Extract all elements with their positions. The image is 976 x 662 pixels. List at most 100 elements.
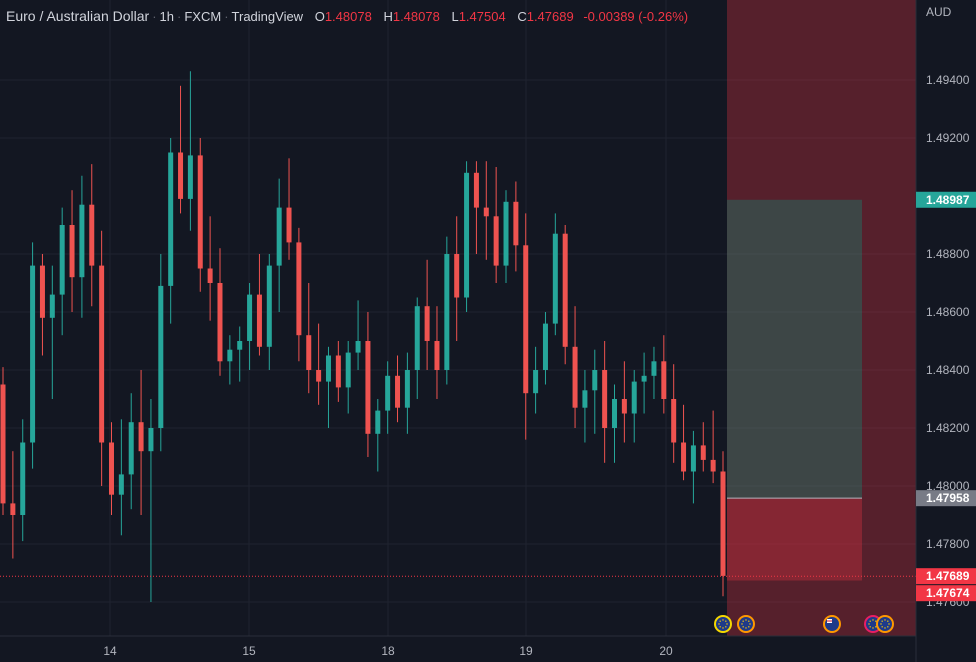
candle (513, 181, 519, 272)
time-tick-label: 15 (242, 644, 256, 658)
candle-body (483, 207, 489, 217)
candle (710, 410, 716, 484)
candle (345, 341, 351, 414)
candles (0, 71, 726, 602)
candle-body (276, 207, 282, 266)
candle (493, 167, 499, 283)
flag-star (745, 627, 747, 629)
candle-body (552, 233, 558, 324)
candle-body (99, 265, 105, 443)
time-tick-label: 20 (659, 644, 673, 658)
candle (503, 190, 509, 283)
last-price-tag-bg (916, 568, 976, 585)
candle (138, 370, 144, 515)
candle (20, 419, 26, 542)
candle-body (572, 346, 578, 408)
price-axis (916, 0, 976, 662)
eu-flag-icon[interactable] (714, 615, 732, 633)
candle (690, 430, 696, 504)
price-tick-label: 1.48000 (926, 479, 970, 493)
candle (631, 370, 637, 443)
flag-star (719, 626, 721, 628)
candle (247, 283, 253, 370)
price-tick-label: 1.49400 (926, 73, 970, 87)
candle-body (582, 390, 588, 408)
candle-body (237, 341, 243, 350)
flag-star (748, 620, 750, 622)
candle (483, 161, 489, 260)
flag-star (868, 623, 870, 625)
axis-currency-label[interactable]: AUD (926, 5, 952, 19)
candle-body (562, 233, 568, 347)
candle (148, 399, 154, 602)
candle-body (503, 201, 509, 266)
candle-body (128, 422, 134, 475)
candle-body (266, 265, 272, 347)
flag-star (742, 626, 744, 628)
flag-star (881, 626, 883, 628)
flag-star (745, 619, 747, 621)
flag-star (748, 626, 750, 628)
candle-body (148, 428, 154, 452)
close-label: C (517, 9, 527, 24)
candle (256, 254, 262, 356)
candle (414, 297, 420, 399)
interval-label[interactable]: 1h (159, 9, 174, 24)
candle (700, 422, 706, 472)
candle-body (335, 355, 341, 388)
candle (365, 312, 371, 457)
candle-body (207, 268, 213, 283)
symbol-legend: Euro / Australian Dollar · 1h · FXCM · Trading… (6, 8, 689, 24)
last-price-tag: 1.47689 (916, 568, 976, 585)
candle-body (681, 442, 687, 472)
candle (424, 259, 430, 370)
flag-star (880, 623, 882, 625)
candle-body (168, 152, 174, 286)
flag-star (884, 619, 886, 621)
candle-body (365, 341, 371, 434)
candle-body (592, 370, 598, 391)
eu-flag-icon[interactable] (737, 615, 755, 633)
candle-body (286, 207, 292, 243)
flag-star (722, 619, 724, 621)
candle-body (59, 225, 65, 295)
candle-body (118, 474, 124, 495)
candle-body (39, 265, 45, 318)
candle-body (306, 335, 312, 370)
candle-body (513, 201, 519, 246)
candle (30, 242, 36, 469)
candle (355, 300, 361, 370)
candle (10, 451, 16, 559)
candle (49, 265, 55, 399)
candle-body (355, 341, 361, 353)
close-value: 1.47689 (526, 9, 574, 24)
candle-body (690, 445, 696, 472)
last-price-tag-text: 1.47689 (926, 569, 970, 583)
eu-flag-icon[interactable] (876, 615, 894, 633)
candle (582, 370, 588, 443)
candle (641, 352, 647, 414)
flag-star (875, 626, 877, 628)
candle (661, 335, 667, 414)
price-tick-label: 1.49200 (926, 131, 970, 145)
candle-body (424, 306, 430, 341)
stop-price-tag-bg (916, 585, 976, 602)
candle-body (385, 375, 391, 411)
candle-body (602, 370, 608, 428)
candle-body (325, 355, 331, 382)
candle (286, 158, 292, 260)
entry-price-tag-bg (916, 490, 976, 507)
candle-body (158, 285, 164, 428)
candle (473, 161, 479, 254)
au-flag-icon[interactable] (823, 615, 841, 633)
symbol-name[interactable]: Euro / Australian Dollar (6, 8, 150, 24)
target-price-tag: 1.48987 (916, 191, 976, 208)
price-tick-label: 1.48800 (926, 247, 970, 261)
candle (720, 451, 726, 597)
candle-body (247, 294, 253, 341)
eu-flag-icon-face (739, 617, 753, 631)
open-label: O (314, 9, 325, 24)
time-tick-label: 18 (381, 644, 395, 658)
